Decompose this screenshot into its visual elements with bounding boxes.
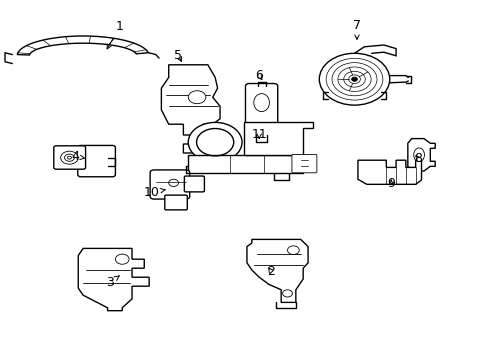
- Ellipse shape: [253, 94, 269, 112]
- FancyBboxPatch shape: [184, 176, 204, 192]
- Circle shape: [282, 290, 292, 297]
- FancyBboxPatch shape: [291, 154, 316, 173]
- FancyBboxPatch shape: [245, 84, 277, 138]
- FancyBboxPatch shape: [78, 145, 115, 177]
- Circle shape: [319, 53, 389, 105]
- Text: 8: 8: [413, 152, 421, 165]
- Circle shape: [188, 122, 242, 162]
- Polygon shape: [17, 36, 148, 55]
- Text: 10: 10: [143, 186, 165, 199]
- Circle shape: [115, 254, 129, 264]
- Polygon shape: [161, 65, 220, 162]
- Text: 2: 2: [267, 265, 275, 278]
- Ellipse shape: [413, 148, 424, 162]
- FancyBboxPatch shape: [164, 195, 187, 210]
- Polygon shape: [357, 160, 421, 184]
- Polygon shape: [244, 122, 312, 155]
- Circle shape: [188, 91, 205, 104]
- Polygon shape: [78, 248, 149, 311]
- Circle shape: [287, 246, 299, 255]
- Text: 4: 4: [72, 150, 85, 163]
- Text: 3: 3: [106, 276, 119, 289]
- FancyBboxPatch shape: [54, 146, 85, 169]
- Text: 11: 11: [251, 129, 266, 141]
- Text: 7: 7: [352, 19, 360, 39]
- Polygon shape: [407, 139, 434, 171]
- Circle shape: [351, 77, 357, 81]
- Polygon shape: [188, 155, 303, 173]
- Text: 9: 9: [386, 177, 394, 190]
- Text: 1: 1: [107, 21, 123, 49]
- FancyBboxPatch shape: [150, 170, 189, 199]
- Polygon shape: [246, 239, 307, 302]
- Text: 5: 5: [174, 49, 182, 62]
- Text: 6: 6: [255, 69, 263, 82]
